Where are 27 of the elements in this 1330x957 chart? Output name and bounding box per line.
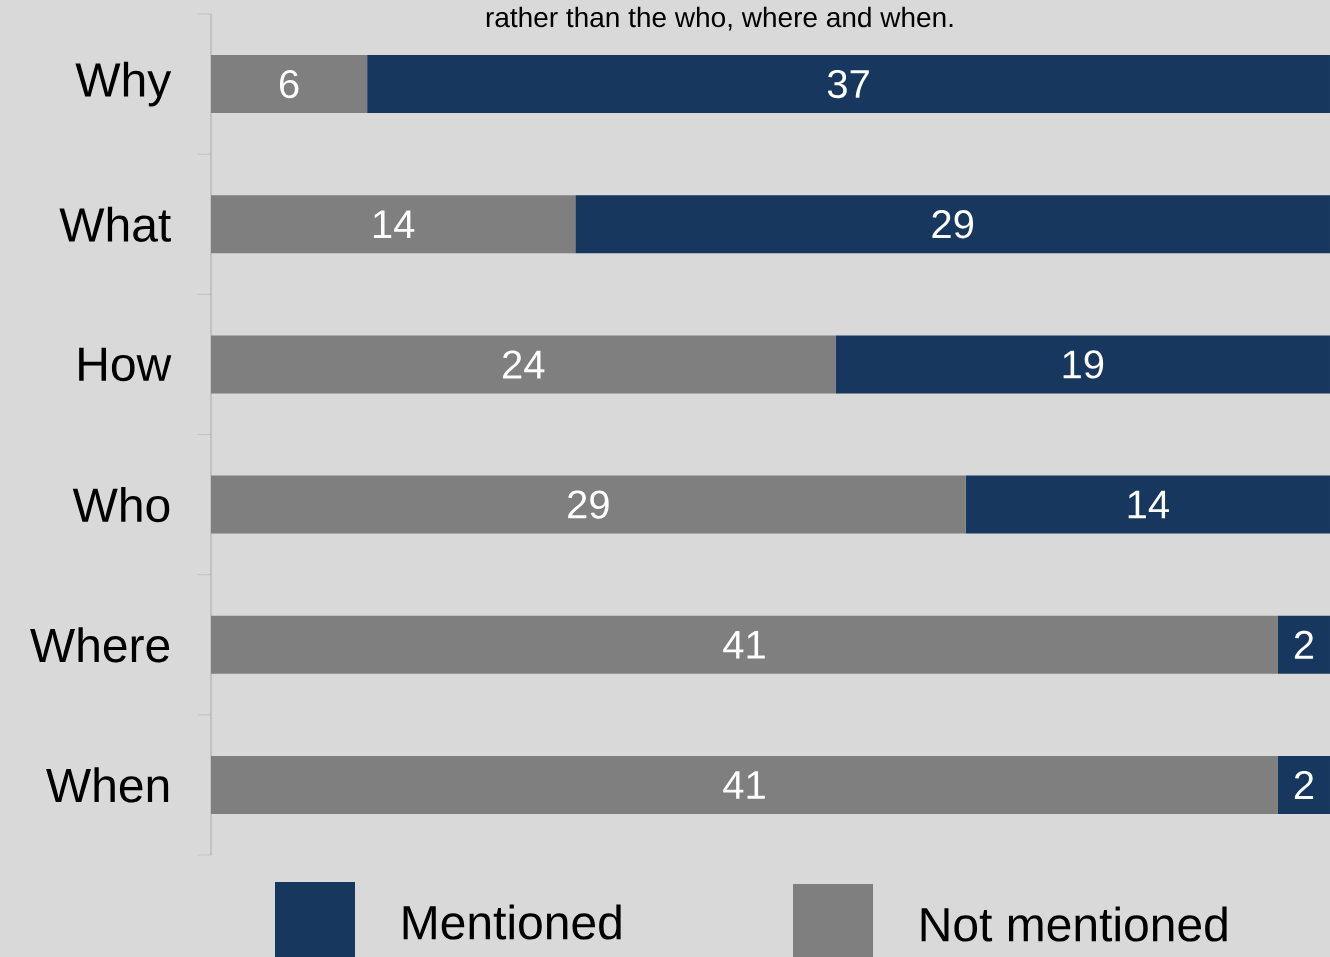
data-label: 2 — [1294, 630, 1314, 659]
y-tick-label: What — [59, 206, 171, 242]
data-label: 6 — [279, 69, 299, 99]
legend-label: Not mentioned — [921, 906, 1227, 942]
bar — [1277, 615, 1330, 674]
data-label: 29 — [932, 210, 974, 239]
legend-label: Mentioned — [403, 904, 621, 940]
y-tick-label: When — [46, 767, 169, 803]
data-label: 29 — [568, 490, 609, 519]
data-label: 37 — [827, 69, 869, 99]
data-label: 24 — [503, 350, 545, 379]
bar — [367, 55, 1330, 114]
data-label: 14 — [1128, 490, 1169, 519]
data-label: 2 — [1294, 770, 1314, 799]
y-tick-label: Why — [75, 61, 172, 107]
data-label: 41 — [723, 771, 765, 799]
bar — [1277, 755, 1330, 814]
bar — [575, 195, 1330, 254]
data-label: 19 — [1063, 350, 1104, 379]
y-tick-label: Where — [30, 627, 170, 663]
data-label: 41 — [723, 630, 765, 659]
bar — [835, 335, 1330, 394]
data-label: 14 — [373, 210, 415, 239]
chart-title: rather than the who, where and when. — [486, 6, 953, 31]
y-tick-label: How — [79, 347, 172, 382]
bar — [965, 475, 1330, 534]
y-tick-label: Who — [72, 486, 170, 523]
